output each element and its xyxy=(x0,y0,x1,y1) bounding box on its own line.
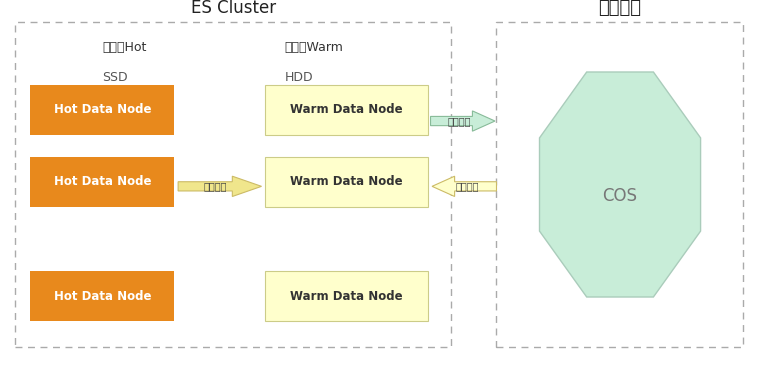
FancyBboxPatch shape xyxy=(265,85,428,135)
Polygon shape xyxy=(540,72,700,297)
Text: 快照恢复: 快照恢复 xyxy=(456,181,479,192)
Text: 数据迁移: 数据迁移 xyxy=(204,181,227,192)
Text: COS: COS xyxy=(603,187,637,204)
Text: HDD: HDD xyxy=(284,71,313,84)
Text: Warm Data Node: Warm Data Node xyxy=(290,290,403,303)
FancyBboxPatch shape xyxy=(265,271,428,321)
Text: ES Cluster: ES Cluster xyxy=(190,0,276,17)
Text: Warm Data Node: Warm Data Node xyxy=(290,175,403,188)
FancyBboxPatch shape xyxy=(30,157,174,207)
Text: Warm Data Node: Warm Data Node xyxy=(290,103,403,116)
FancyBboxPatch shape xyxy=(265,157,428,207)
Text: 标签：Hot: 标签：Hot xyxy=(102,41,147,55)
Text: Hot Data Node: Hot Data Node xyxy=(54,175,151,188)
FancyBboxPatch shape xyxy=(30,271,174,321)
Text: Hot Data Node: Hot Data Node xyxy=(54,290,151,303)
Text: 标签：Warm: 标签：Warm xyxy=(284,41,343,55)
FancyBboxPatch shape xyxy=(30,85,174,135)
Text: 快照备份: 快照备份 xyxy=(448,116,471,126)
Text: 对象存储: 对象存储 xyxy=(598,0,641,17)
Text: Hot Data Node: Hot Data Node xyxy=(54,103,151,116)
FancyArrow shape xyxy=(432,176,496,196)
Text: SSD: SSD xyxy=(102,71,128,84)
FancyArrow shape xyxy=(431,111,495,131)
FancyArrow shape xyxy=(178,176,262,196)
